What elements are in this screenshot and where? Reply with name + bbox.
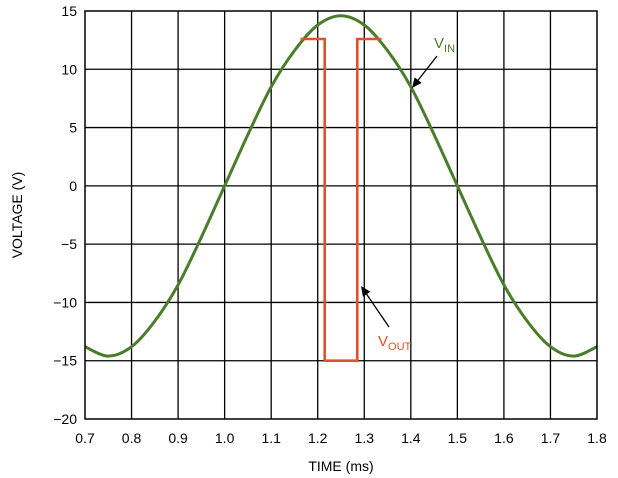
x-tick-label: 1.3	[355, 430, 375, 446]
vout-series-line	[300, 37, 382, 363]
x-tick-label: 1.1	[261, 430, 281, 446]
vout-label-main: V	[378, 333, 388, 350]
x-tick-label: 1.4	[401, 430, 421, 446]
x-tick-label: 1.2	[308, 430, 328, 446]
series-lines	[84, 14, 598, 363]
y-tick-label: −10	[53, 294, 77, 310]
x-tick-label: 0.9	[168, 430, 188, 446]
y-tick-label: 0	[69, 178, 77, 194]
y-tick-label: −5	[61, 236, 77, 252]
vout-label-sub: OUT	[388, 341, 412, 353]
tick-labels: 0.7 0.8 0.9 1.0 1.1 1.2 1.3 1.4 1.5 1.6 1.7 1.8 15 10…	[53, 3, 607, 446]
y-tick-label: 15	[61, 3, 77, 19]
vin-annotation: VIN	[412, 35, 455, 88]
x-tick-label: 1.6	[494, 430, 514, 446]
y-tick-label: 10	[61, 61, 77, 77]
vout-label: VOUT	[378, 333, 412, 353]
plot-frame	[84, 10, 598, 420]
x-tick-label: 1.0	[215, 430, 235, 446]
y-tick-label: −20	[53, 411, 77, 427]
x-tick-label: 1.8	[587, 430, 607, 446]
vin-arrow-head	[412, 77, 422, 88]
vout-arrow	[366, 293, 390, 328]
vin-series-line	[84, 14, 598, 358]
x-tick-label: 0.7	[75, 430, 95, 446]
y-axis-title: VOLTAGE (V)	[9, 172, 25, 259]
vout-annotation: VOUT	[361, 286, 412, 353]
vin-label-sub: IN	[444, 43, 455, 55]
vin-label: VIN	[434, 35, 455, 55]
vin-label-main: V	[434, 35, 444, 52]
y-tick-label: −15	[53, 353, 77, 369]
x-tick-label: 1.7	[541, 430, 561, 446]
y-tick-label: 5	[69, 120, 77, 136]
x-tick-label: 0.8	[122, 430, 142, 446]
vin-arrow	[417, 55, 438, 81]
vout-arrow-head	[361, 286, 371, 297]
grid	[85, 11, 597, 419]
x-axis-title: TIME (ms)	[308, 458, 373, 474]
x-tick-label: 1.5	[448, 430, 468, 446]
